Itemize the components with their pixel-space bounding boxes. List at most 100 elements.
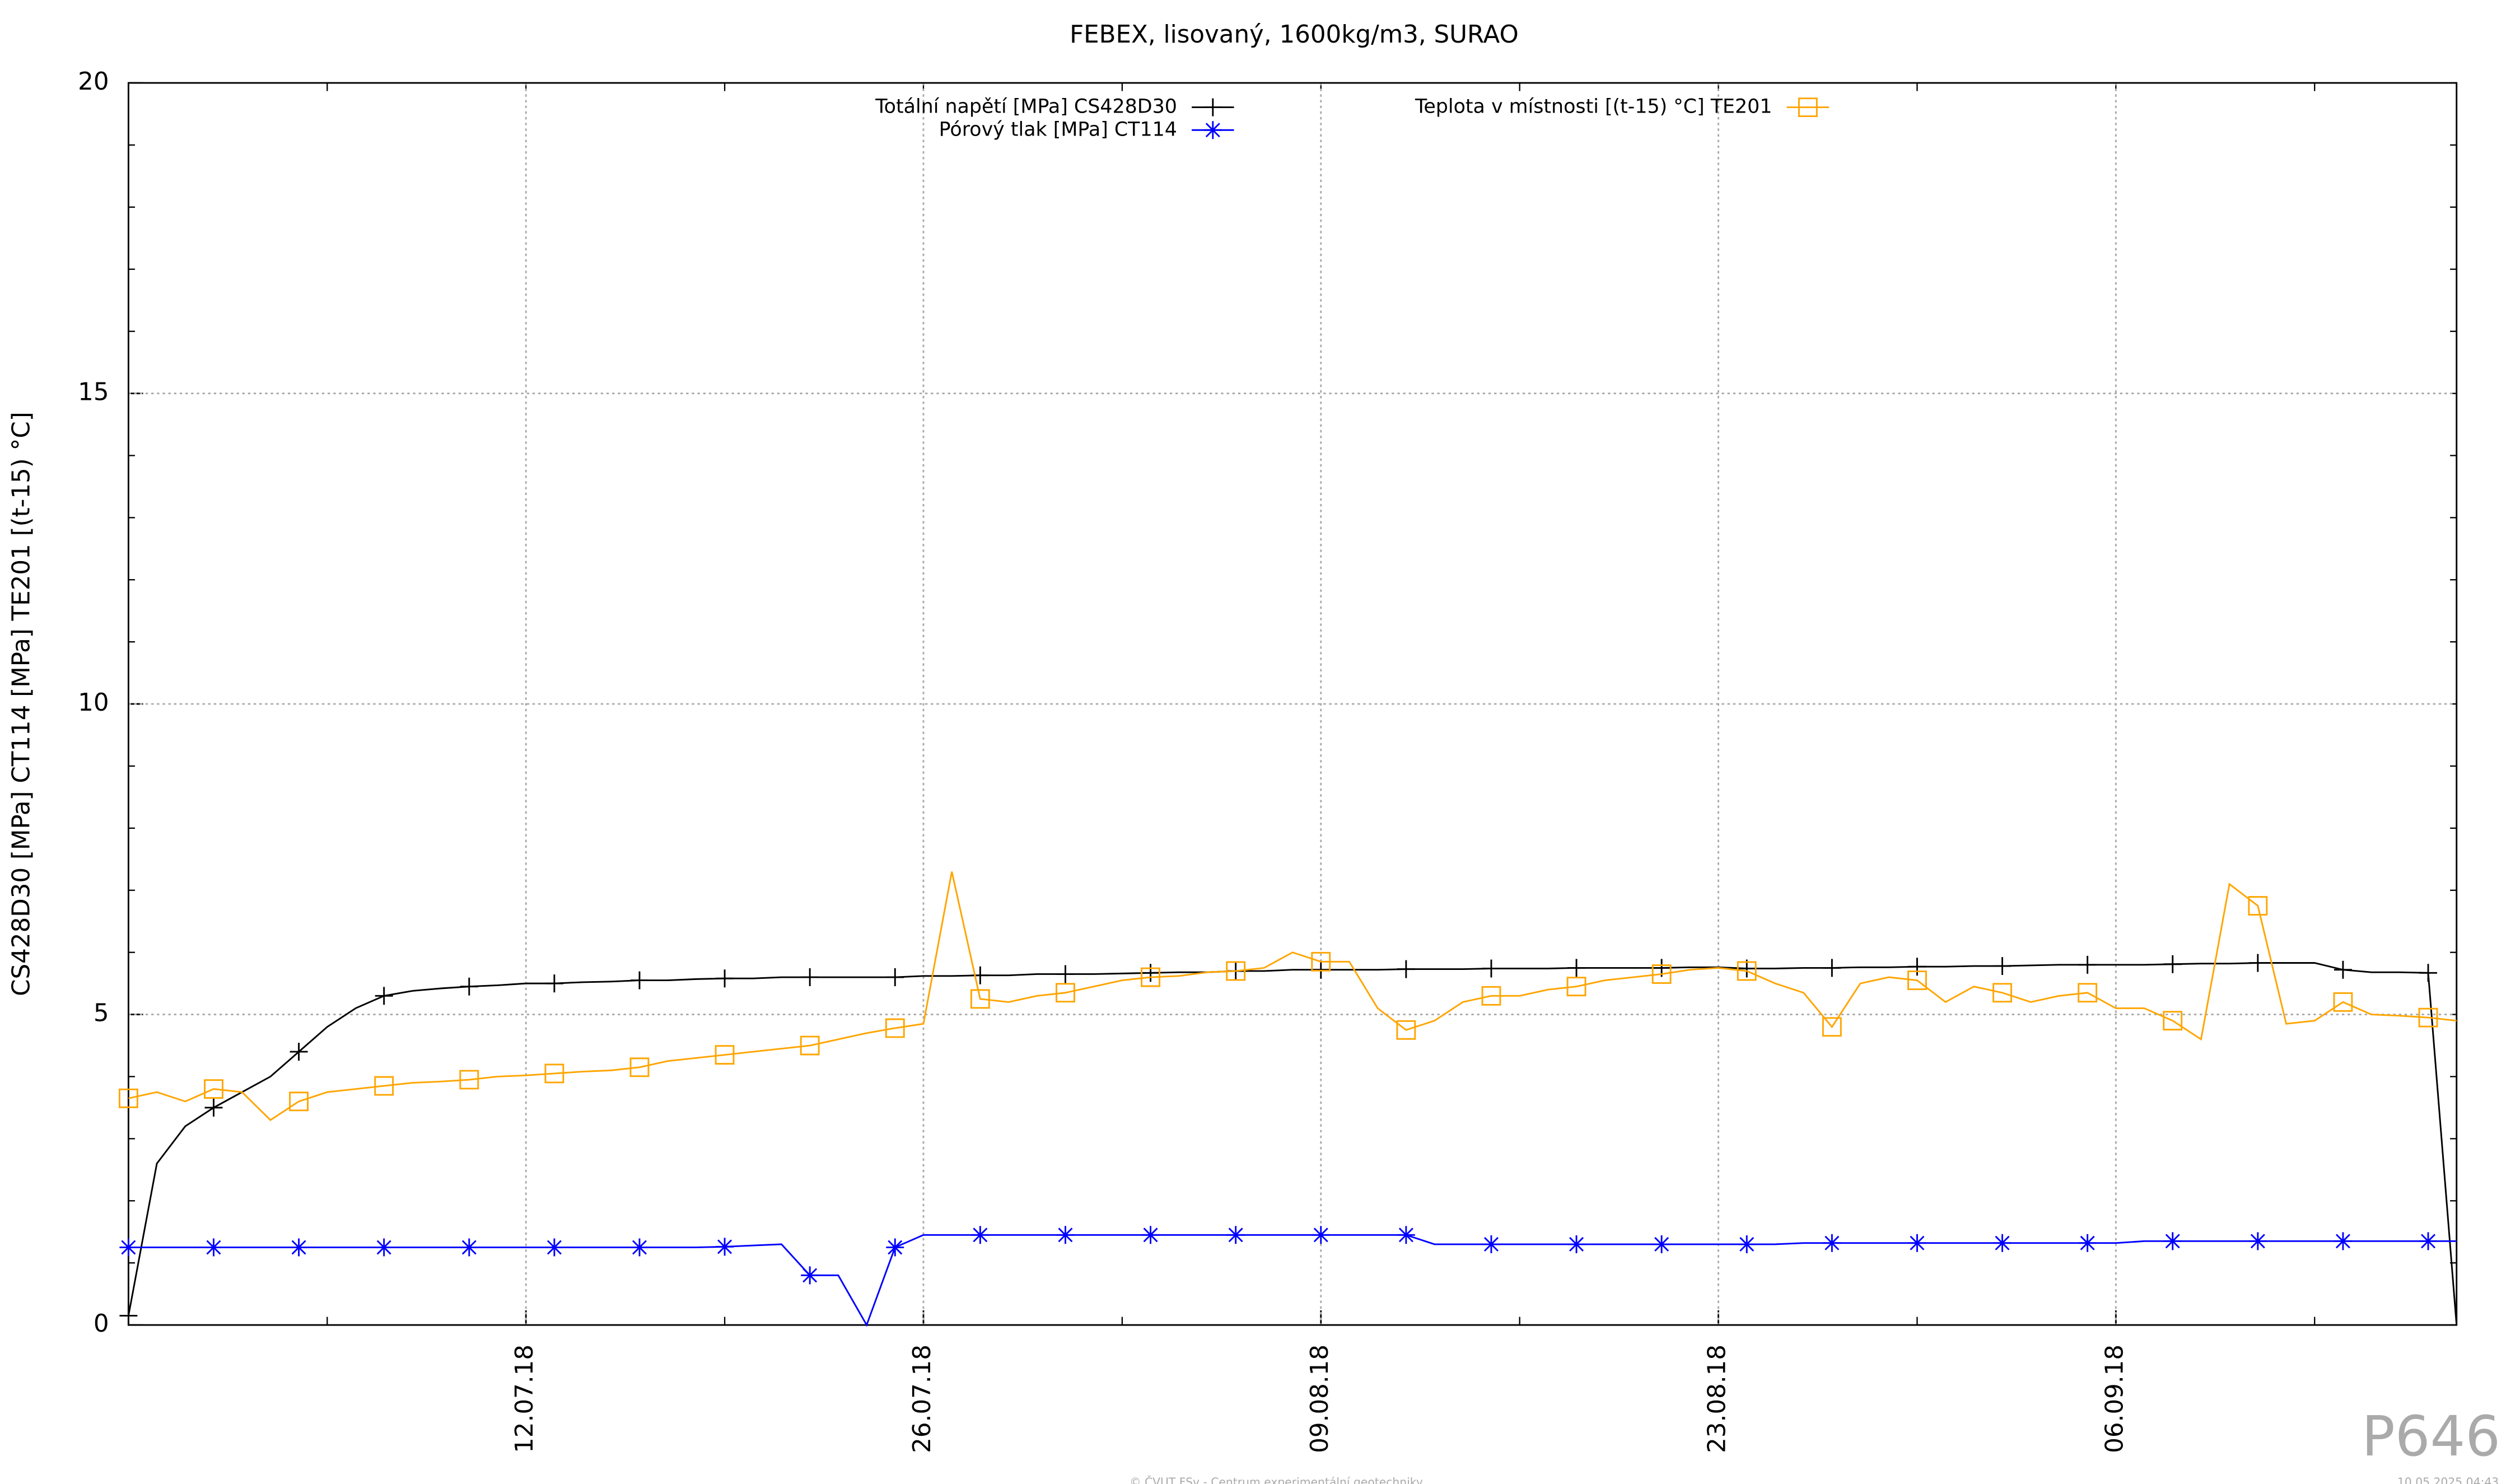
marker [1908,1234,1926,1252]
marker [375,987,393,1005]
marker [290,1238,308,1257]
series-line [128,871,2457,1121]
marker [1056,1226,1075,1244]
marker [1822,1017,1842,1037]
marker [1798,97,1818,118]
marker [1311,951,1331,972]
marker [1396,1020,1416,1040]
marker [971,1226,990,1244]
marker [1141,967,1160,987]
marker [118,1088,138,1108]
marker [2163,955,2182,973]
marker [2163,1232,2182,1250]
marker [545,1238,563,1257]
x-tick-label: 26.07.18 [908,1345,936,1453]
chart-title: FEBEX, lisovaný, 1600kg/m3, SURAO [1070,21,1519,49]
marker [2248,896,2268,916]
marker [800,1035,820,1056]
marker [1823,959,1841,977]
marker [1907,970,1927,990]
marker [1567,959,1586,977]
marker [1823,1234,1841,1252]
series-line [128,1234,2457,1327]
legend-label: Totální napětí [MPa] CS428D30 [875,96,1177,118]
marker [2078,983,2098,1003]
marker [631,1238,648,1257]
marker [1482,959,1500,978]
marker [1482,1235,1500,1253]
marker [2333,992,2353,1012]
y-tick-label: 5 [94,1000,109,1028]
plot-frame [127,82,2458,1326]
legend-label: Teplota v místnosti [(t-15) °C] TE201 [1415,96,1772,118]
marker [545,974,563,993]
marker [119,1238,138,1257]
marker [2248,954,2267,972]
x-tick-label: 23.08.18 [1704,1345,1732,1453]
marker [1203,121,1222,139]
legend-label: Pórový tlak [MPa] CT114 [939,118,1177,141]
marker [1566,977,1586,997]
marker [2334,960,2352,979]
y-axis-label: CS428D30 [MPa] CT114 [MPa] TE201 [(t-15)… [8,412,36,996]
marker [886,1238,904,1257]
marker [629,1057,650,1077]
marker [204,1098,223,1117]
marker [2419,1232,2438,1250]
marker [885,1018,905,1038]
x-tick-label: 06.09.18 [2101,1345,2129,1453]
marker [716,1238,734,1256]
marker [1056,983,1075,1003]
y-tick-label: 20 [78,68,109,96]
marker [1992,983,2012,1003]
marker [1653,1235,1671,1253]
marker [1993,957,2012,976]
marker [970,989,990,1009]
marker [631,971,648,990]
marker [289,1091,309,1112]
marker [1141,964,1160,982]
marker [1738,1235,1756,1253]
marker [801,1266,819,1285]
marker [2248,1232,2267,1250]
marker [801,968,819,986]
marker [460,977,478,996]
timestamp: 10.05.2025 04:43 [2397,1476,2499,1484]
marker [374,1076,394,1096]
marker [1312,960,1330,979]
marker [1397,1226,1415,1244]
marker [886,968,904,986]
marker [1737,961,1757,981]
y-tick-label: 15 [78,379,109,407]
marker [2078,955,2097,974]
marker [2418,1007,2438,1028]
marker [2419,964,2438,982]
marker [119,1306,138,1325]
x-tick-label: 09.08.18 [1306,1345,1334,1453]
marker [715,1045,735,1065]
marker [375,1238,393,1257]
marker [544,1063,564,1084]
y-tick-label: 10 [78,689,109,717]
marker [2334,1232,2352,1250]
marker [1226,1226,1245,1244]
marker [204,1079,223,1099]
marker [460,1238,478,1257]
marker [459,1070,479,1090]
marker [1567,1235,1586,1253]
x-tick-label: 12.07.18 [511,1345,539,1453]
marker [204,1238,223,1257]
marker [716,969,734,988]
y-tick-label: 0 [94,1310,109,1338]
series-line [127,962,2458,1326]
marker [1651,964,1672,984]
marker [1397,960,1415,978]
marker [1312,1226,1330,1244]
marker [290,1043,308,1061]
marker [1481,986,1501,1006]
footer: © ČVUT FSv - Centrum experimentální geot… [1130,1475,1423,1484]
marker [1056,965,1075,983]
marker [1226,961,1246,981]
marker [1141,1226,1160,1244]
